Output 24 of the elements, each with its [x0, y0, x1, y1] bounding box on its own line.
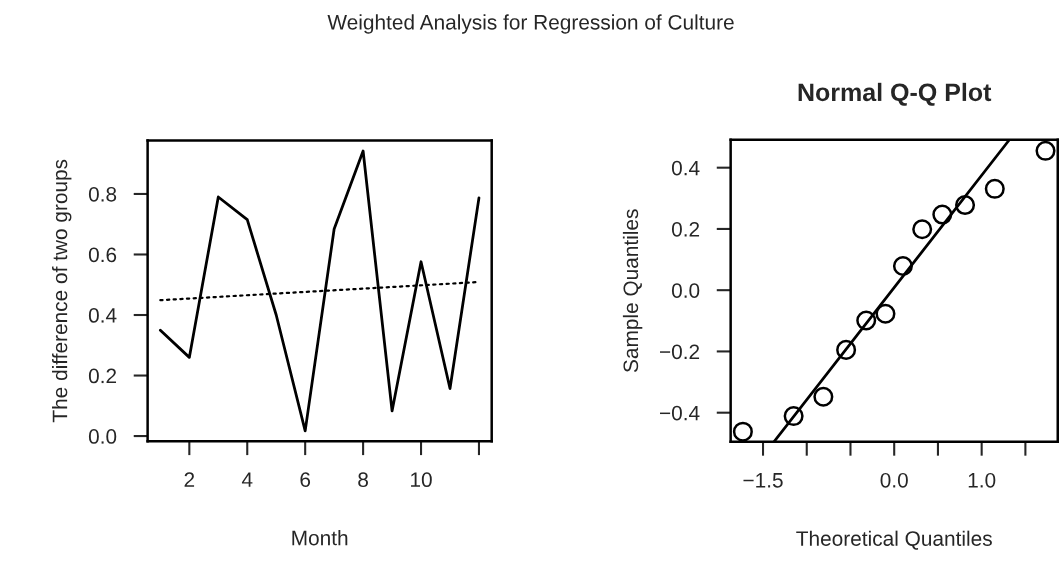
- y-axis-title: The difference of two groups: [52, 159, 72, 423]
- y-tick-label: 0.0: [671, 283, 700, 298]
- x-tick-label: 10: [411, 472, 432, 488]
- y-tick-label: 0.4: [88, 308, 117, 323]
- x-tick-label: 2: [184, 472, 195, 487]
- y-tick-label: −0.2: [660, 344, 700, 360]
- y-tick-label: 0.6: [88, 247, 117, 263]
- x-tick-label: 6: [300, 472, 311, 488]
- y-tick-label: 0.0: [88, 429, 117, 444]
- x-tick-label: 4: [241, 472, 253, 487]
- y-tick-label: 0.4: [671, 160, 700, 176]
- x-tick-label: 1.0: [968, 472, 996, 488]
- chart-title: Weighted Analysis for Regression of Culture: [327, 14, 734, 34]
- y-tick-label: −0.4: [660, 405, 700, 421]
- y-tick-label: 0.2: [671, 221, 700, 237]
- chart-title: Normal Q-Q Plot: [798, 82, 992, 106]
- x-axis-title: Month: [292, 530, 348, 546]
- x-tick-label: −1.5: [743, 473, 783, 488]
- y-tick-label: 0.2: [88, 368, 117, 384]
- x-axis-title: Theoretical Quantiles: [796, 530, 992, 550]
- x-tick-label: 8: [358, 472, 368, 488]
- x-tick-label: 0.0: [880, 472, 908, 488]
- y-axis-title: Sample Quantiles: [622, 209, 643, 373]
- y-tick-label: 0.8: [88, 186, 117, 202]
